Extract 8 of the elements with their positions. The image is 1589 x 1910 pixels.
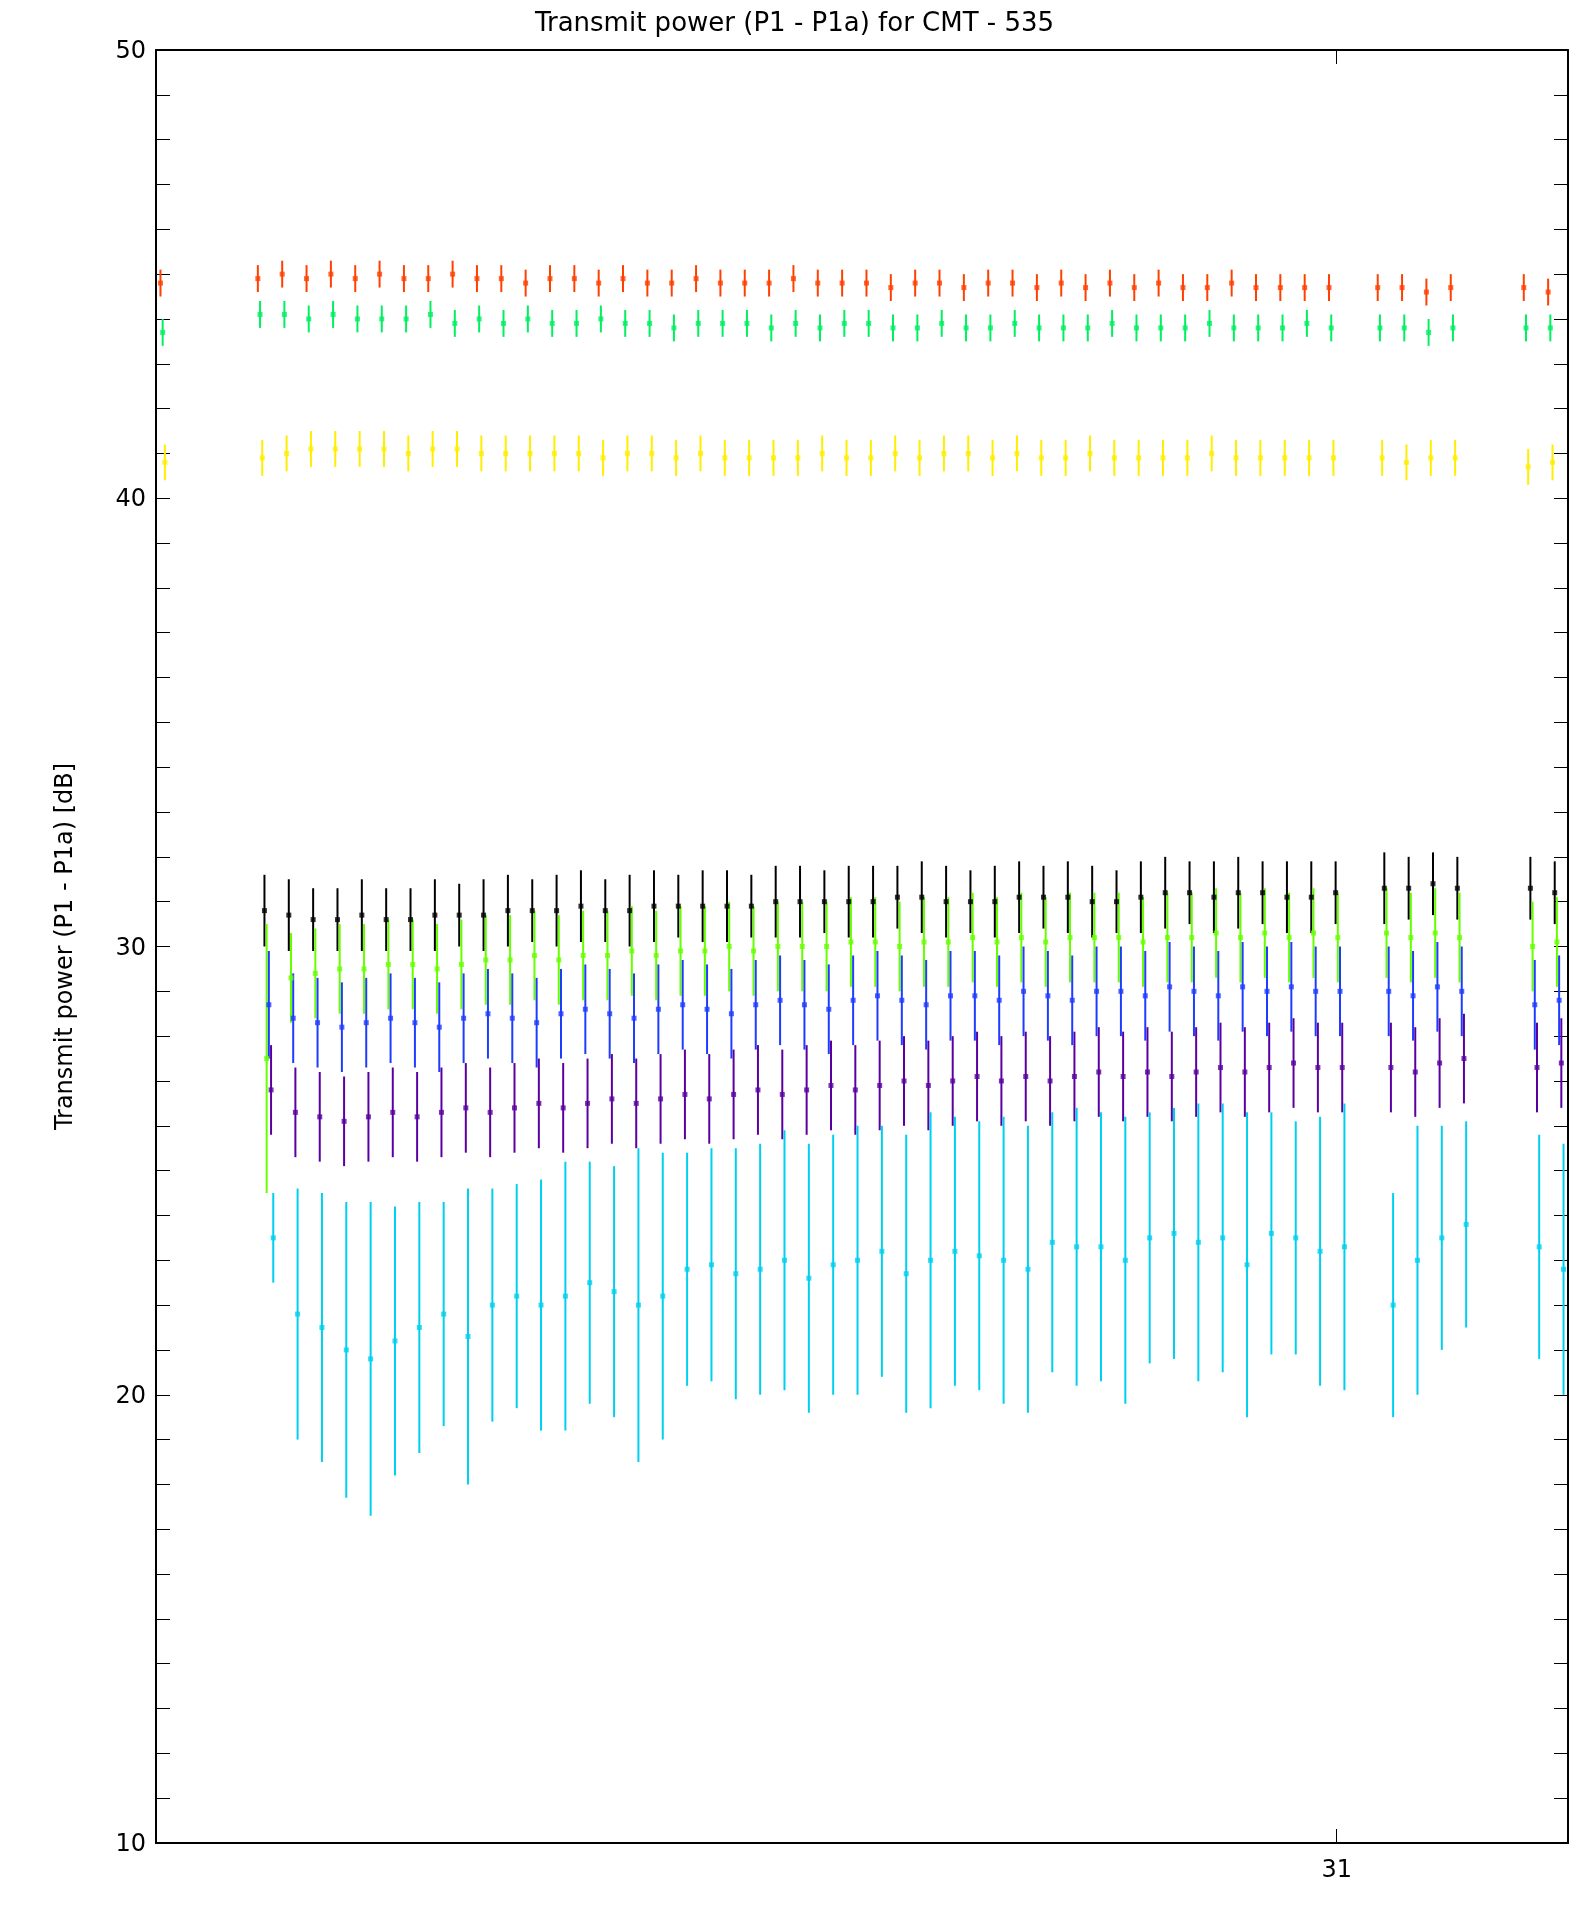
chart-title: Transmit power (P1 - P1a) for CMT - 535 bbox=[533, 7, 1055, 37]
y-tick-label: 50 bbox=[115, 36, 146, 64]
y-tick-label: 30 bbox=[115, 932, 146, 961]
y-tick-label: 10 bbox=[115, 1829, 146, 1857]
x-tick-label: 31 bbox=[1321, 1855, 1352, 1883]
y-axis-title: Transmit power (P1 - P1a) [dB] bbox=[50, 762, 78, 1132]
y-tick-label: 40 bbox=[115, 484, 146, 513]
y-tick-label: 20 bbox=[115, 1380, 146, 1409]
